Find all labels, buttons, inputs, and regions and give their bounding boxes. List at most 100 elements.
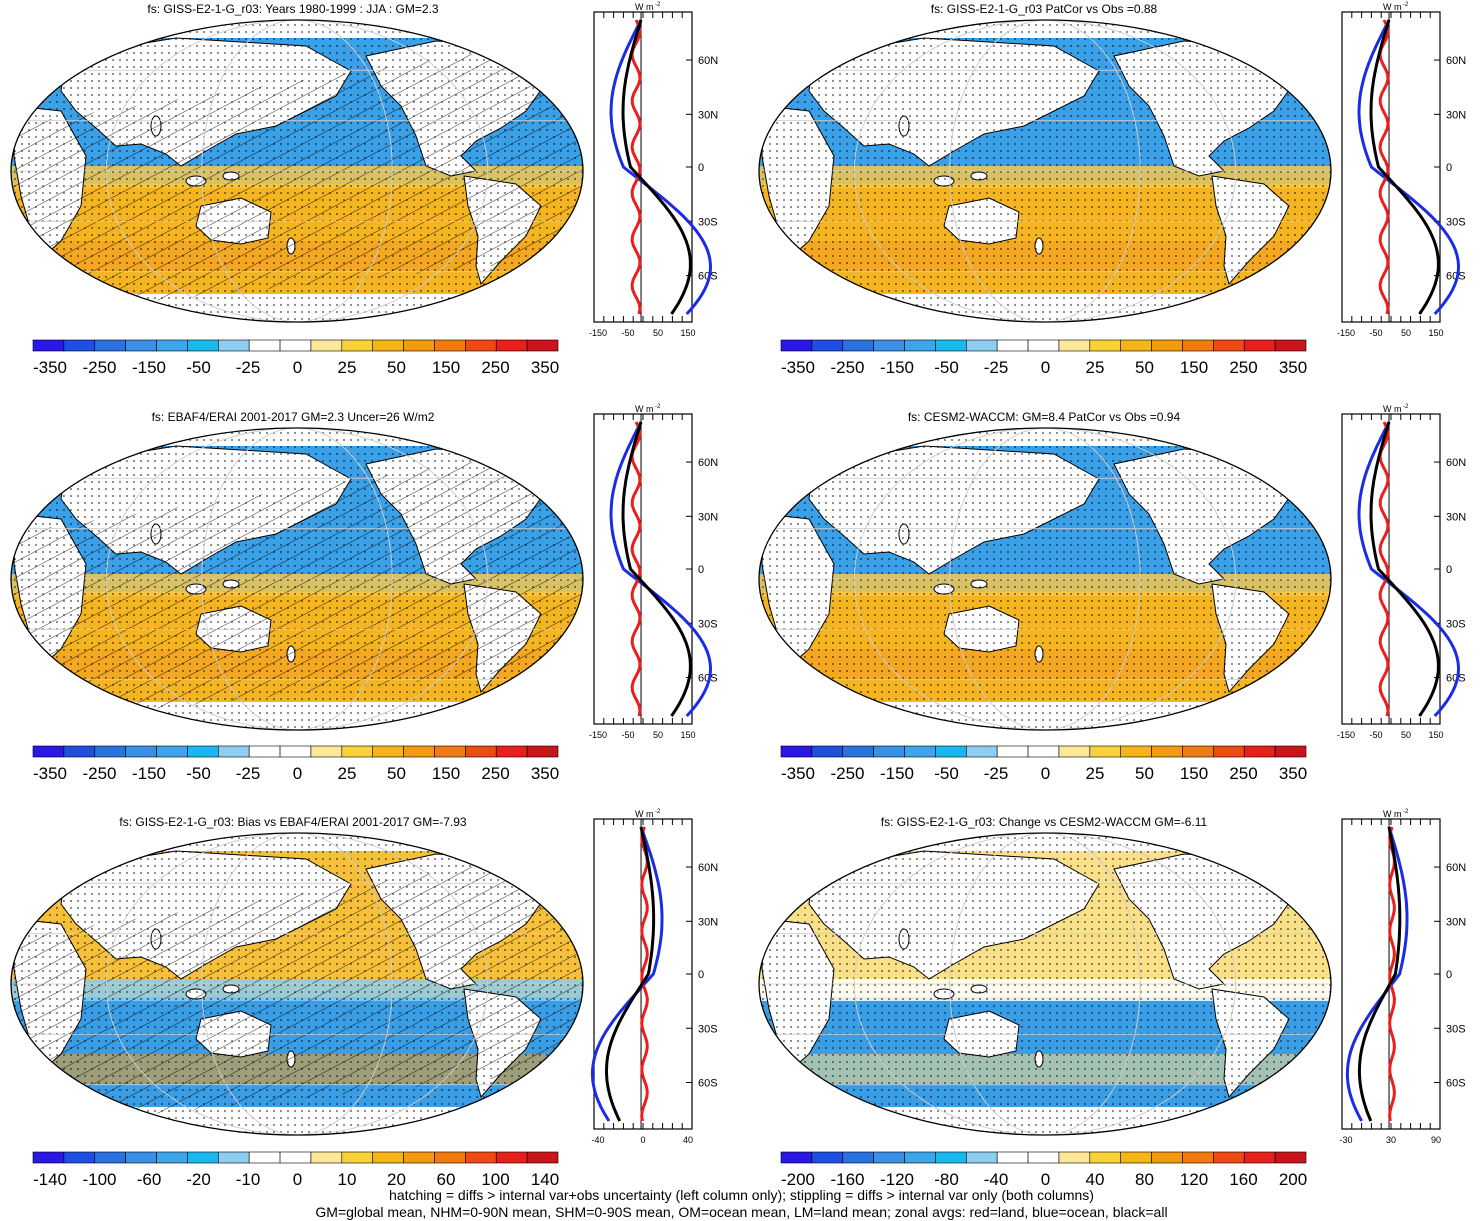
svg-text:-350: -350	[781, 358, 815, 377]
svg-text:60S: 60S	[698, 1078, 718, 1090]
svg-text:-350: -350	[33, 764, 67, 783]
svg-text:-50: -50	[186, 358, 211, 377]
svg-text:25: 25	[338, 764, 357, 783]
svg-text:30N: 30N	[1446, 511, 1466, 523]
svg-text:-250: -250	[830, 358, 864, 377]
svg-text:0: 0	[1446, 564, 1452, 576]
svg-text:W m: W m	[635, 404, 654, 414]
svg-text:25: 25	[1086, 358, 1105, 377]
svg-text:-25: -25	[236, 358, 261, 377]
svg-text:-150: -150	[132, 764, 166, 783]
svg-text:-50: -50	[621, 730, 634, 740]
svg-text:W m: W m	[1383, 809, 1402, 819]
panel-title-3: fs: EBAF4/ERAI 2001-2017 GM=2.3 Uncer=26…	[151, 410, 435, 424]
svg-text:350: 350	[531, 358, 559, 377]
svg-text:60N: 60N	[698, 862, 718, 874]
svg-text:50: 50	[387, 358, 406, 377]
svg-text:-50: -50	[621, 328, 634, 338]
svg-text:60S: 60S	[698, 673, 718, 685]
svg-text:60N: 60N	[1446, 457, 1466, 469]
svg-text:-20: -20	[186, 1170, 211, 1189]
svg-text:-150: -150	[1337, 328, 1355, 338]
svg-text:-250: -250	[82, 358, 116, 377]
svg-text:-30: -30	[1339, 1135, 1352, 1145]
svg-text:150: 150	[1180, 764, 1208, 783]
svg-text:-50: -50	[186, 764, 211, 783]
svg-text:25: 25	[338, 358, 357, 377]
colorbar-2: -350 -250 -150 -50 -25 0 25 50 150 250 350	[780, 339, 1307, 377]
svg-text:-120: -120	[880, 1170, 914, 1189]
svg-text:50: 50	[1135, 764, 1154, 783]
svg-text:-60: -60	[137, 1170, 162, 1189]
footer-note-2: GM=global mean, NHM=0-90N mean, SHM=0-90…	[315, 1204, 1168, 1220]
panel-title-4: fs: CESM2-WACCM: GM=8.4 PatCor vs Obs =0…	[907, 410, 1181, 424]
svg-text:-150: -150	[132, 358, 166, 377]
map-panel-2	[758, 19, 1332, 323]
zonal-mean-plot-4: W m -2 60N 30N 0 30S 60S -150 -50 50 150	[1337, 404, 1466, 740]
svg-text:30N: 30N	[698, 511, 718, 523]
svg-text:-80: -80	[934, 1170, 959, 1189]
svg-text:150: 150	[680, 730, 695, 740]
panel-title-6: fs: GISS-E2-1-G_r03: Change vs CESM2-WAC…	[880, 815, 1208, 829]
svg-text:0: 0	[1446, 162, 1452, 174]
svg-text:0: 0	[698, 162, 704, 174]
svg-text:60N: 60N	[698, 55, 718, 67]
svg-text:0: 0	[1041, 358, 1050, 377]
svg-text:160: 160	[1229, 1170, 1257, 1189]
svg-text:30N: 30N	[1446, 916, 1466, 928]
map-panel-1	[10, 19, 584, 323]
svg-text:30S: 30S	[1446, 216, 1466, 228]
svg-text:60S: 60S	[698, 271, 718, 283]
svg-text:30S: 30S	[698, 216, 718, 228]
svg-text:30N: 30N	[698, 109, 718, 121]
svg-text:0: 0	[1446, 969, 1452, 981]
map-panel-6	[758, 832, 1332, 1136]
svg-text:250: 250	[1229, 764, 1257, 783]
svg-text:-200: -200	[781, 1170, 815, 1189]
svg-text:-100: -100	[82, 1170, 116, 1189]
svg-text:10: 10	[338, 1170, 357, 1189]
svg-text:W m: W m	[1383, 404, 1402, 414]
svg-text:200: 200	[1279, 1170, 1307, 1189]
map-panel-3	[10, 427, 584, 731]
svg-text:0: 0	[1041, 1170, 1050, 1189]
svg-text:-350: -350	[33, 358, 67, 377]
svg-text:25: 25	[1086, 764, 1105, 783]
svg-text:-150: -150	[589, 328, 607, 338]
svg-text:250: 250	[1229, 358, 1257, 377]
panel-title-2: fs: GISS-E2-1-G_r03 PatCor vs Obs =0.88	[930, 2, 1158, 16]
svg-text:-160: -160	[830, 1170, 864, 1189]
svg-text:80: 80	[1135, 1170, 1154, 1189]
svg-text:60N: 60N	[1446, 55, 1466, 67]
svg-text:-350: -350	[781, 764, 815, 783]
svg-text:100: 100	[481, 1170, 509, 1189]
svg-text:30S: 30S	[1446, 1023, 1466, 1035]
svg-text:-250: -250	[82, 764, 116, 783]
zonal-mean-plot-5: W m -2 60N 30N 0 30S 60S -40 0 40	[590, 809, 718, 1145]
svg-text:0: 0	[293, 358, 302, 377]
svg-text:-50: -50	[1369, 328, 1382, 338]
svg-text:50: 50	[387, 764, 406, 783]
svg-text:60N: 60N	[698, 457, 718, 469]
svg-text:50: 50	[1401, 328, 1411, 338]
svg-text:90: 90	[1431, 1135, 1441, 1145]
svg-text:W m: W m	[635, 809, 654, 819]
svg-text:-150: -150	[1337, 730, 1355, 740]
svg-text:-25: -25	[984, 358, 1009, 377]
svg-text:30S: 30S	[1446, 618, 1466, 630]
svg-text:-2: -2	[1403, 809, 1409, 815]
svg-text:W m: W m	[635, 2, 654, 12]
footer-note-1: hatching = diffs > internal var+obs unce…	[389, 1187, 1094, 1203]
map-panel-4	[758, 427, 1332, 731]
svg-text:150: 150	[432, 764, 460, 783]
svg-text:40: 40	[683, 1135, 693, 1145]
svg-text:40: 40	[1086, 1170, 1105, 1189]
svg-text:-40: -40	[591, 1135, 604, 1145]
colorbar-4: -350 -250 -150 -50 -25 0 25 50 150 250 350	[780, 745, 1307, 783]
svg-text:0: 0	[1041, 764, 1050, 783]
svg-text:60N: 60N	[1446, 862, 1466, 874]
svg-text:50: 50	[1135, 358, 1154, 377]
svg-text:140: 140	[531, 1170, 559, 1189]
svg-text:-2: -2	[1403, 2, 1409, 8]
svg-text:-50: -50	[1369, 730, 1382, 740]
